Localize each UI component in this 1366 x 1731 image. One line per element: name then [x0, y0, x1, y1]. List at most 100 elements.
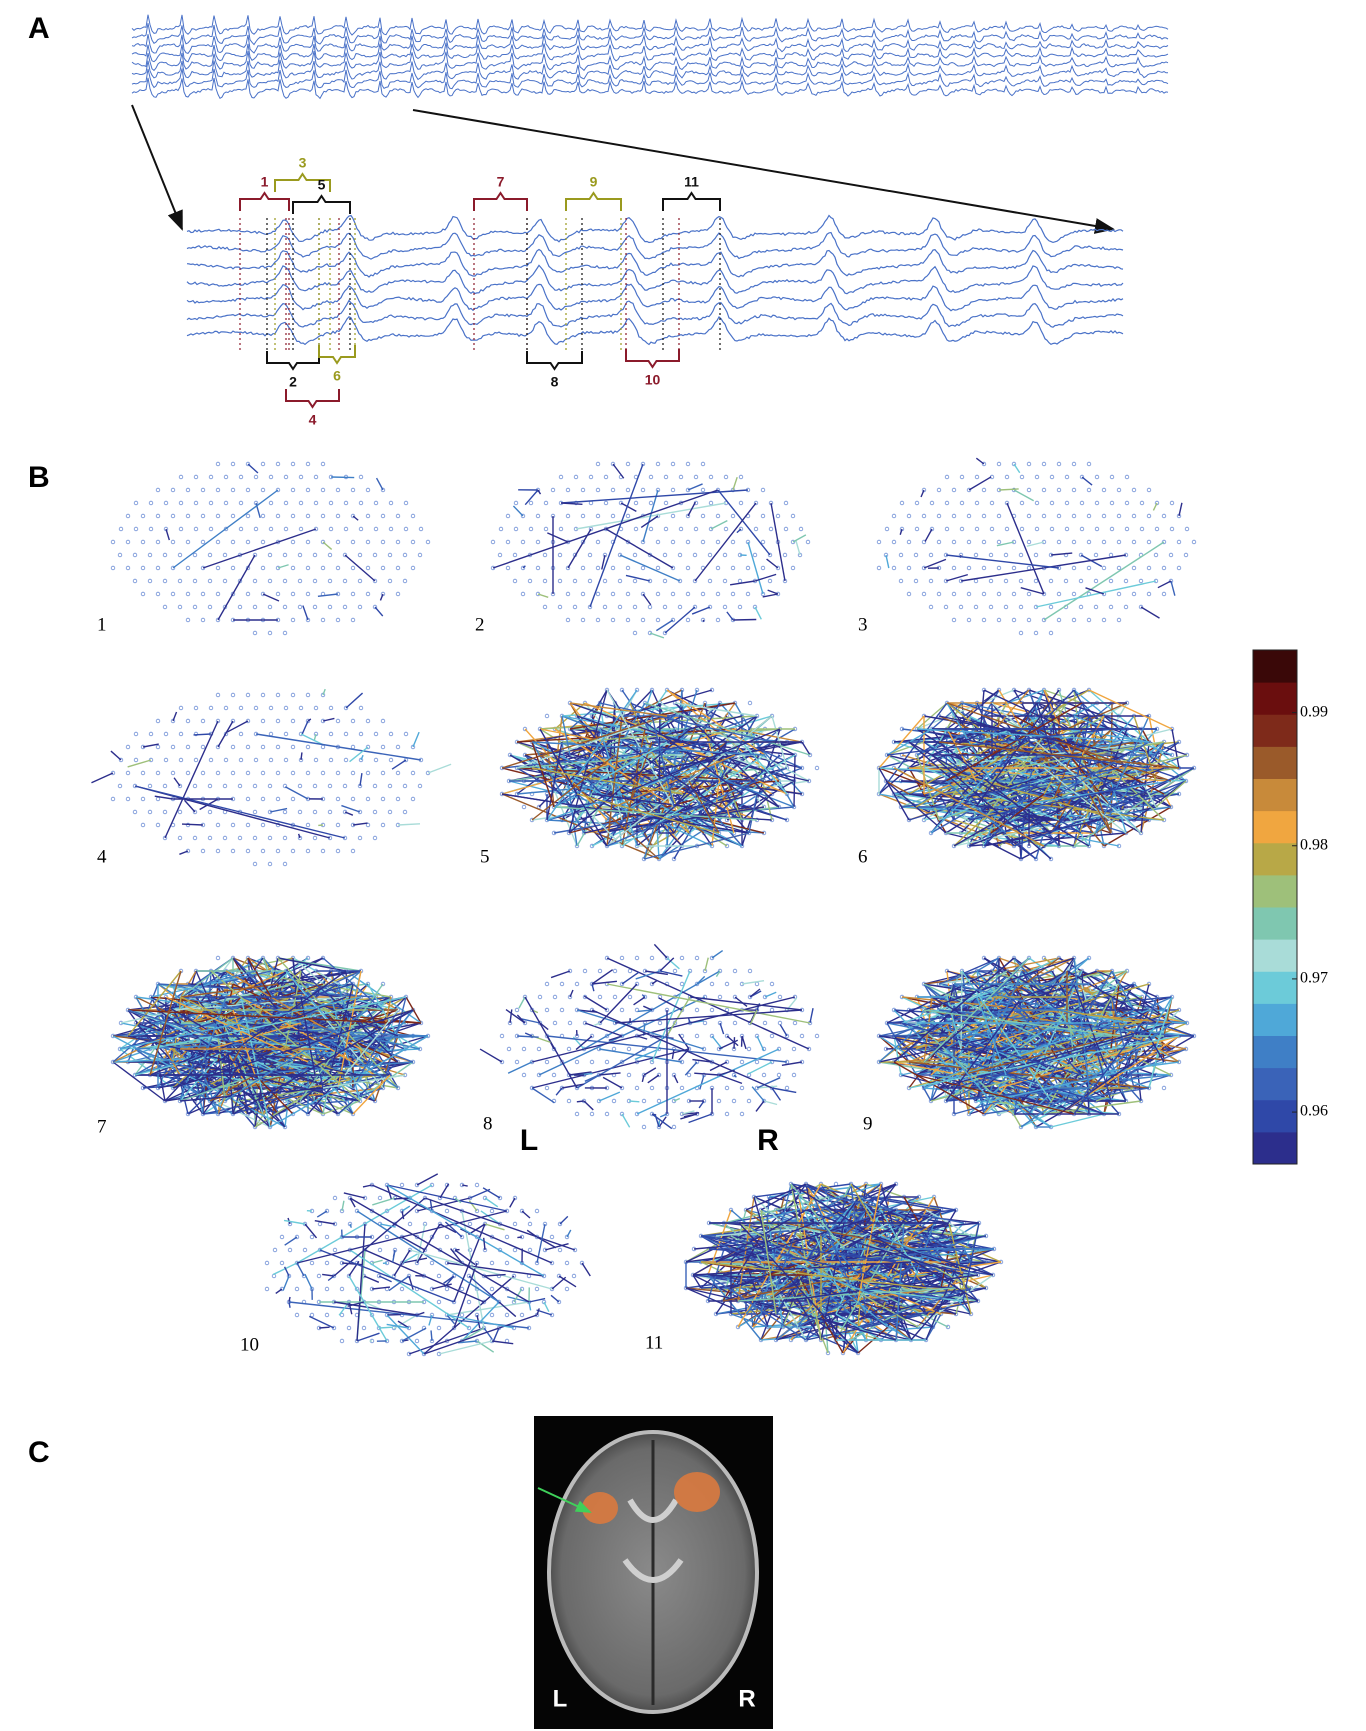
- edge: [428, 764, 451, 773]
- electrode: [381, 797, 385, 801]
- electrode: [171, 540, 175, 544]
- electrode: [528, 1222, 532, 1226]
- electrode: [261, 514, 265, 518]
- electrode: [340, 1287, 344, 1291]
- electrode: [111, 797, 115, 801]
- electrode: [253, 810, 257, 814]
- electrode: [381, 566, 385, 570]
- edge: [342, 1201, 344, 1211]
- edge: [752, 1087, 764, 1101]
- electrode: [769, 527, 773, 531]
- edge: [91, 773, 113, 783]
- electrode: [201, 514, 205, 518]
- electrode: [239, 706, 243, 710]
- electrode: [709, 501, 713, 505]
- electrode: [134, 758, 138, 762]
- electrode: [626, 618, 630, 622]
- electrode: [314, 706, 318, 710]
- electrode: [529, 527, 533, 531]
- electrode: [1027, 540, 1031, 544]
- electrode: [618, 579, 622, 583]
- edge: [730, 581, 755, 585]
- electrode: [731, 592, 735, 596]
- electrode: [528, 579, 532, 583]
- edge: [925, 529, 932, 542]
- electrode: [403, 579, 407, 583]
- zoom-arrow: [132, 105, 182, 229]
- network: 7: [97, 956, 430, 1137]
- edge: [285, 1237, 297, 1245]
- edge: [323, 542, 332, 549]
- electrode: [588, 553, 592, 557]
- eeg-trace: [132, 43, 1168, 62]
- electrode: [366, 488, 370, 492]
- segment-label: 5: [318, 177, 326, 193]
- electrode: [1094, 605, 1098, 609]
- edge: [387, 1315, 424, 1354]
- electrode: [672, 1125, 676, 1129]
- edge: [409, 1276, 413, 1290]
- electrode: [118, 784, 122, 788]
- electrode: [276, 797, 280, 801]
- electrode: [575, 1112, 579, 1116]
- electrode: [186, 514, 190, 518]
- electrode: [770, 1034, 774, 1038]
- electrode: [723, 579, 727, 583]
- electrode: [1110, 527, 1114, 531]
- electrode: [952, 540, 956, 544]
- electrode: [701, 488, 705, 492]
- edge: [1171, 581, 1175, 596]
- network: 3: [858, 458, 1196, 635]
- electrode: [193, 553, 197, 557]
- electrode: [678, 605, 682, 609]
- electrode: [708, 579, 712, 583]
- electrode: [543, 553, 547, 557]
- electrode: [1124, 605, 1128, 609]
- electrode: [784, 501, 788, 505]
- electrode: [915, 501, 919, 505]
- electrode: [141, 592, 145, 596]
- electrode: [178, 579, 182, 583]
- right-label: R: [757, 1124, 779, 1157]
- electrode: [1019, 553, 1023, 557]
- panel-label: A: [28, 12, 50, 45]
- electrode: [1019, 631, 1023, 635]
- electrode: [328, 810, 332, 814]
- electrode: [186, 745, 190, 749]
- electrode: [521, 540, 525, 544]
- electrode: [359, 527, 363, 531]
- edge: [289, 1302, 290, 1308]
- electrode: [695, 1008, 699, 1012]
- edge: [771, 503, 785, 581]
- edge: [301, 752, 302, 760]
- electrode: [269, 758, 273, 762]
- electrode: [351, 849, 355, 853]
- edge: [532, 997, 795, 1062]
- edge: [699, 1101, 704, 1108]
- electrode: [907, 592, 911, 596]
- electrode: [974, 553, 978, 557]
- electrode: [265, 1261, 269, 1265]
- edge: [328, 1276, 334, 1280]
- electrode: [411, 540, 415, 544]
- network-label: 3: [858, 614, 868, 635]
- electrode: [551, 488, 555, 492]
- electrode: [649, 475, 653, 479]
- eeg-trace: [132, 78, 1168, 99]
- electrode: [716, 618, 720, 622]
- electrode: [792, 1047, 796, 1051]
- edge: [331, 477, 354, 478]
- electrode: [373, 810, 377, 814]
- edge: [650, 633, 664, 638]
- electrode: [739, 501, 743, 505]
- electrode: [716, 514, 720, 518]
- electrode: [313, 553, 317, 557]
- electrode: [491, 540, 495, 544]
- edge: [720, 1023, 724, 1034]
- electrode: [231, 566, 235, 570]
- edge: [372, 1287, 390, 1289]
- electrode: [710, 982, 714, 986]
- electrode: [560, 982, 564, 986]
- electrode: [291, 771, 295, 775]
- network: 6: [858, 688, 1196, 867]
